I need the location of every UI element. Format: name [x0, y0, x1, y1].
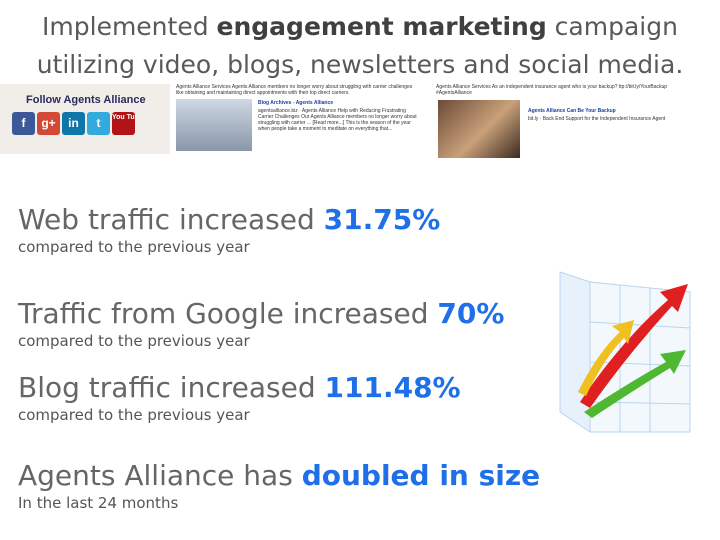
- arrow-red: [580, 284, 688, 408]
- title-bold: engagement marketing: [216, 12, 547, 41]
- stat-highlight: 70%: [437, 297, 505, 330]
- icon: g+: [37, 112, 60, 135]
- title-text: campaign utilizing video, blogs, newslet…: [36, 12, 684, 79]
- growth-graphic: [559, 271, 691, 433]
- stat-highlight: doubled in size: [301, 459, 541, 492]
- stat-note: In the last 24 months: [18, 494, 179, 512]
- title-text: Implemented: [42, 12, 217, 41]
- stat-text: Web traffic increased: [18, 203, 324, 236]
- video-image: [438, 100, 520, 158]
- stat: Web traffic increased 31.75% compared to …: [18, 203, 440, 257]
- stat-note: compared to the previous year: [18, 332, 250, 350]
- video-heading: Agents Alliance Can Be Your Backup: [528, 108, 616, 114]
- arrow-green: [584, 350, 686, 418]
- stat-text: Blog traffic increased: [18, 371, 325, 404]
- icon: f: [12, 112, 35, 135]
- blog-heading: Blog Archives - Agents Alliance: [258, 100, 334, 106]
- stat-note: compared to the previous year: [18, 238, 250, 256]
- stat: Traffic from Google increased 70% compare…: [18, 297, 504, 351]
- arrow-yellow: [578, 320, 634, 396]
- stat-text: Agents Alliance has: [18, 459, 302, 492]
- stat: Blog traffic increased 111.48% compared t…: [18, 371, 461, 425]
- stat-text: Traffic from Google increased: [18, 297, 438, 330]
- video-body: bit.ly · Back End Support for the Indepe…: [528, 116, 666, 122]
- stat: Agents Alliance has doubled in size In th…: [18, 459, 540, 513]
- video-thumb: Agents Alliance Services As an independe…: [436, 84, 706, 160]
- icon: t: [87, 112, 110, 135]
- social-heading: Follow Agents Alliance: [26, 94, 146, 106]
- title: Implemented engagement marketing campaig…: [0, 8, 720, 84]
- stat-highlight: 31.75%: [323, 203, 441, 236]
- icon: You Tube: [112, 112, 135, 135]
- video-intro: Agents Alliance Services As an independe…: [436, 84, 668, 96]
- blog-thumb: Agents Alliance Services Agents Alliance…: [176, 84, 426, 154]
- stat-note: compared to the previous year: [18, 406, 250, 424]
- stat-highlight: 111.48%: [324, 371, 461, 404]
- blog-image: [176, 99, 252, 151]
- blog-body: agentsalliance.biz · Agents Alliance Hel…: [258, 108, 417, 132]
- blog-intro: Agents Alliance Services Agents Alliance…: [176, 84, 413, 96]
- icon: in: [62, 112, 85, 135]
